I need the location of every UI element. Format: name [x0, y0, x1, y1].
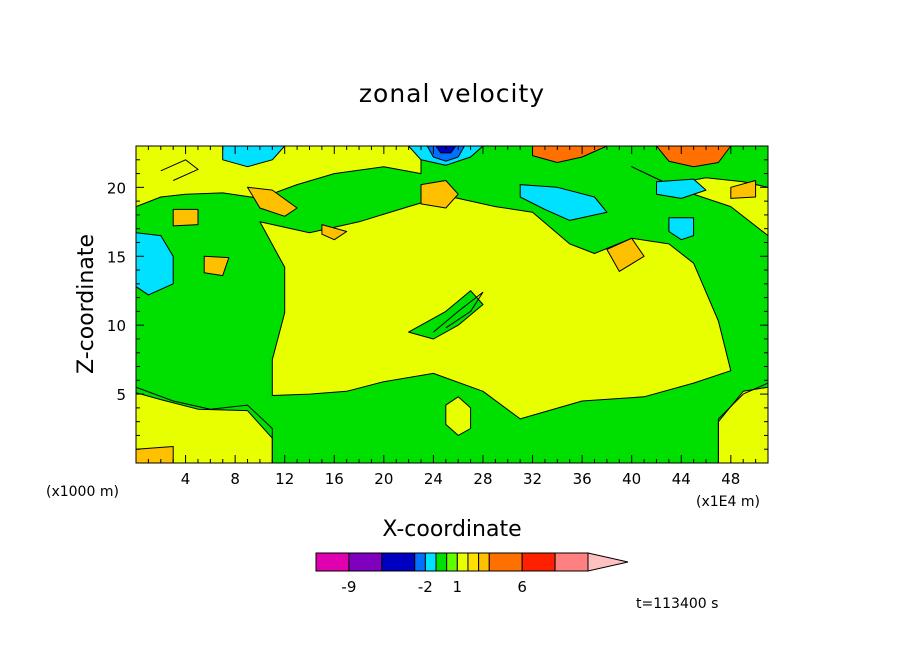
colorbar-label: 1 [453, 578, 463, 596]
x-tick-label: 28 [473, 470, 492, 488]
y-tick-label: 20 [107, 179, 126, 197]
x-axis-label: X-coordinate [382, 517, 521, 542]
region-yellow-blob-bottom [445, 396, 472, 436]
region-cyan-right-3 [668, 217, 695, 241]
x-tick-label: 40 [622, 470, 641, 488]
region-gold-blob-1 [247, 186, 298, 217]
x-tick-label: 36 [573, 470, 592, 488]
region-gold-blob-4 [606, 237, 645, 272]
contour-line-0 [136, 386, 273, 463]
x-tick-label: 8 [230, 470, 240, 488]
time-label: t=113400 s [636, 596, 718, 612]
x-unit-label: (x1E4 m) [696, 494, 760, 510]
colorbar-arrow [587, 552, 629, 572]
region-gold-blob-2 [172, 208, 199, 227]
region-gold-blob-6 [730, 180, 757, 199]
x-tick-label: 48 [721, 470, 740, 488]
colorbar-box [348, 552, 383, 572]
region-gold-blob-8 [321, 224, 348, 241]
region-cyan-right-2 [656, 178, 707, 199]
x-tick-label: 24 [424, 470, 443, 488]
colorbar-box [478, 552, 490, 572]
contour-line-2 [433, 291, 484, 333]
colorbar-label: 6 [517, 578, 527, 596]
region-gold-blob-3 [420, 180, 459, 209]
contour-line-3 [160, 159, 199, 181]
region-orange-top-2 [656, 146, 732, 168]
colorbar-box [414, 552, 426, 572]
x-tick-label: 32 [523, 470, 542, 488]
region-yellow-top [136, 146, 422, 208]
x-tick-label: 4 [181, 470, 191, 488]
region-cyan-left [136, 232, 174, 296]
colorbar-box [446, 552, 458, 572]
y-unit-label: (x1000 m) [46, 484, 119, 500]
velocity-field [136, 146, 768, 463]
region-gold-blob-7 [136, 446, 174, 463]
region-cyan-right [519, 184, 608, 221]
x-tick-label: 12 [275, 470, 294, 488]
colorbar-box [521, 552, 556, 572]
y-tick-label: 10 [107, 317, 126, 335]
colorbar-label: -2 [418, 578, 433, 596]
region-cyan-top-left [222, 146, 286, 168]
x-tick-label: 44 [672, 470, 691, 488]
plot-frame [135, 145, 769, 464]
colorbar-box [467, 552, 480, 572]
colorbar-box [435, 552, 448, 572]
y-axis: 5 10 15 20 [107, 159, 768, 450]
y-axis-label: Z-coordinate [74, 234, 99, 374]
x-tick-label: 16 [325, 470, 344, 488]
colorbar-box [424, 552, 437, 572]
colorbar-box [315, 552, 350, 572]
y-tick-label: 15 [107, 248, 126, 266]
colorbar-box [554, 552, 589, 572]
colorbar-box [488, 552, 523, 572]
region-blue-top [426, 146, 465, 162]
x-axis: 4 8 12 16 20 24 28 32 36 40 44 48 [147, 146, 757, 488]
region-gold-blob-5 [203, 255, 230, 277]
y-tick-label: 5 [116, 386, 126, 404]
colorbar-box [381, 552, 416, 572]
contour-line-1 [717, 382, 768, 463]
colorbar-box [456, 552, 469, 572]
chart-title: zonal velocity [359, 79, 545, 108]
x-tick-label: 20 [374, 470, 393, 488]
colorbar: -9 -2 1 6 [315, 552, 629, 596]
colorbar-label: -9 [341, 578, 356, 596]
region-green-wedge [408, 290, 484, 340]
